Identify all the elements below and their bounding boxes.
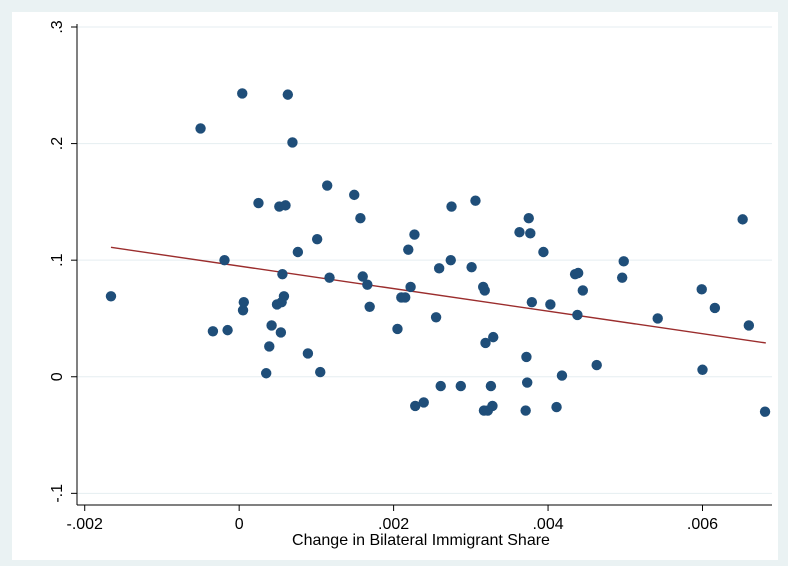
data-point	[591, 359, 602, 371]
data-point	[238, 296, 249, 308]
data-point	[445, 254, 456, 266]
data-point	[577, 285, 589, 296]
data-point	[362, 279, 373, 290]
data-point	[409, 229, 420, 240]
data-point	[277, 268, 288, 280]
data-point	[282, 89, 294, 100]
y-tick-label: .1	[49, 253, 66, 266]
fitted-line	[110, 246, 766, 344]
data-point	[652, 313, 663, 324]
data-point	[514, 226, 525, 238]
y-tick-label: .2	[49, 137, 66, 150]
data-point	[287, 137, 298, 148]
data-point	[315, 366, 326, 378]
data-point	[538, 246, 549, 258]
data-point	[556, 370, 568, 381]
data-point	[260, 368, 272, 379]
data-point	[488, 331, 499, 343]
data-point	[616, 272, 628, 283]
data-point	[520, 405, 531, 416]
data-point	[302, 348, 314, 359]
x-tick-labels: -.002 0 .002 .004 .006	[66, 516, 718, 533]
data-point	[433, 263, 445, 274]
data-point	[237, 88, 248, 99]
data-point	[105, 291, 117, 302]
data-point	[466, 261, 477, 273]
data-point	[253, 197, 264, 209]
data-point	[237, 305, 249, 316]
data-point	[410, 400, 421, 412]
data-point	[405, 281, 416, 293]
data-point	[572, 309, 583, 321]
data-point	[709, 302, 721, 314]
data-point	[526, 296, 538, 308]
data-point	[435, 380, 446, 392]
data-point	[418, 397, 429, 408]
data-point	[357, 271, 368, 282]
data-point	[521, 351, 532, 363]
x-tick-label: .002	[378, 516, 409, 533]
data-point	[278, 291, 290, 302]
x-tick-label: .004	[532, 516, 563, 533]
data-point	[470, 195, 481, 206]
data-point	[399, 292, 411, 303]
data-point	[485, 380, 497, 392]
data-point	[222, 324, 233, 336]
data-point	[392, 323, 403, 335]
data-point	[322, 180, 333, 191]
x-tick-label: 0	[235, 516, 244, 533]
y-tick-labels: -.1 0 .1 .2 .3	[49, 20, 66, 502]
fit-line-layer	[110, 246, 766, 344]
x-tick-label: -.002	[66, 516, 103, 533]
y-tick-label: .3	[49, 20, 66, 33]
data-point	[355, 213, 366, 224]
data-point	[275, 327, 287, 338]
data-point	[759, 406, 771, 417]
grid-lines	[77, 26, 772, 494]
data-point	[455, 380, 466, 392]
data-point	[324, 272, 335, 283]
data-point	[545, 299, 556, 310]
data-point	[266, 320, 277, 331]
data-point	[487, 400, 498, 412]
data-point	[697, 364, 708, 375]
data-point	[618, 256, 629, 267]
data-point	[572, 267, 584, 279]
x-axis-title: Change in Bilateral Immigrant Share	[292, 532, 550, 549]
inner-panel	[12, 12, 778, 560]
data-points	[105, 88, 771, 417]
data-point	[292, 246, 304, 258]
data-point	[403, 244, 414, 255]
data-point	[430, 312, 442, 323]
data-point	[195, 123, 206, 134]
y-tick-label: -.1	[49, 484, 66, 503]
axes	[71, 24, 772, 511]
data-point	[479, 285, 490, 296]
data-point	[311, 233, 323, 245]
data-point	[446, 201, 457, 212]
data-point	[219, 254, 230, 266]
data-point	[737, 214, 748, 225]
data-point	[349, 189, 360, 201]
data-point	[480, 337, 491, 349]
data-point	[264, 341, 275, 352]
data-point	[280, 200, 291, 211]
data-point	[551, 401, 562, 413]
data-point	[523, 213, 534, 224]
data-point	[743, 320, 755, 331]
data-point	[207, 326, 219, 337]
data-point	[364, 301, 375, 313]
data-point	[525, 228, 536, 239]
x-tick-label: .006	[687, 516, 718, 533]
y-tick-label: 0	[49, 372, 66, 381]
data-point	[522, 377, 533, 388]
data-point	[696, 284, 707, 295]
